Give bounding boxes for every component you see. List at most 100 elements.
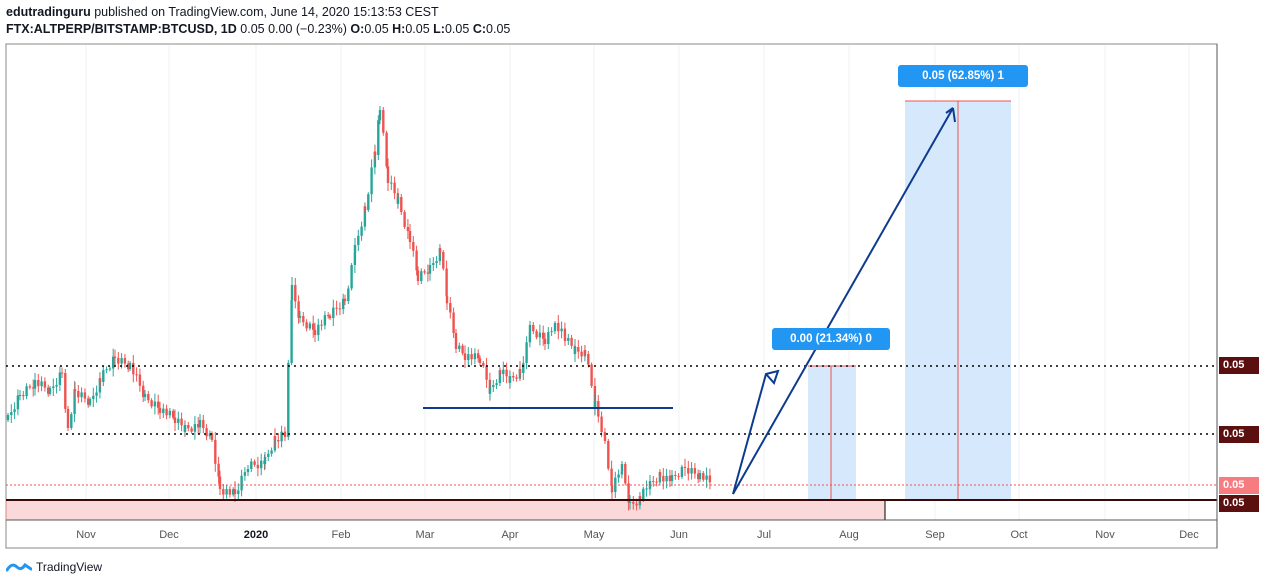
brand-name[interactable]: TradingView	[36, 560, 103, 574]
candle-body	[73, 389, 77, 391]
candle-body	[396, 197, 400, 204]
candle-body	[435, 261, 438, 264]
candle-body	[680, 466, 684, 477]
candle-body	[620, 464, 624, 472]
symbol-name[interactable]: FTX:ALTPERP/BITSTAMP:BTCUSD, 1D	[6, 22, 237, 36]
candle-body	[225, 489, 228, 495]
candle-body	[515, 377, 518, 379]
candle-body	[298, 316, 302, 318]
candle-body	[16, 395, 20, 410]
month-label: Aug	[839, 529, 859, 541]
candle-body	[423, 271, 426, 273]
candle-body	[518, 369, 522, 373]
candle-body	[624, 464, 627, 484]
candle-body	[668, 475, 672, 482]
candle-body	[543, 338, 547, 344]
low-label: L:	[433, 22, 445, 36]
candle-body	[698, 473, 702, 480]
candle-body	[406, 227, 410, 231]
candle-body	[532, 325, 535, 332]
short-position-label[interactable]: 0.00 (21.34%) 0	[772, 328, 890, 350]
candle-body	[522, 363, 525, 373]
candle-body	[553, 323, 557, 331]
candle-body	[587, 354, 590, 365]
candle-body	[610, 485, 614, 492]
candle-body	[415, 250, 418, 271]
candle-body	[492, 385, 495, 387]
candle-body	[193, 424, 197, 432]
candle-body	[577, 347, 580, 352]
candle-body	[120, 358, 123, 364]
publisher-name[interactable]: edutradinguru	[6, 5, 91, 19]
candle-body	[505, 369, 508, 377]
candle-body	[702, 473, 705, 480]
candle-body	[25, 386, 28, 397]
candlestick-series	[6, 106, 712, 511]
published-text: published on TradingView.com, June 14, 2…	[94, 5, 439, 19]
candle-body	[463, 353, 467, 360]
candle-body	[495, 383, 498, 386]
candle-body	[610, 468, 613, 486]
candle-body	[573, 347, 577, 354]
candle-body	[253, 461, 256, 465]
candle-body	[190, 428, 193, 432]
candle-body	[603, 436, 607, 441]
candle-body	[92, 395, 95, 399]
candle-body	[222, 489, 225, 495]
candle-body	[512, 376, 515, 378]
long-position-label[interactable]: 0.05 (62.85%) 1	[898, 65, 1028, 87]
candle-body	[32, 387, 35, 389]
candle-body	[323, 315, 327, 326]
candle-body	[312, 323, 315, 330]
short-arrow[interactable]	[732, 369, 780, 495]
candle-body	[108, 368, 112, 370]
candle-body	[142, 385, 145, 398]
month-label: 2020	[243, 529, 269, 541]
candle-body	[112, 356, 115, 369]
candle-body	[567, 337, 570, 341]
publish-info: edutradinguru published on TradingView.c…	[6, 5, 439, 19]
candle-body	[135, 374, 138, 376]
candle-body	[367, 194, 370, 210]
candle-body	[217, 463, 220, 477]
candle-body	[240, 475, 243, 491]
candle-body	[33, 380, 37, 389]
candle-body	[55, 385, 58, 387]
month-label: Dec	[1179, 529, 1199, 541]
candle-body	[80, 392, 83, 398]
price-tag-last: 0.05	[1219, 477, 1259, 494]
candle-body	[43, 381, 47, 388]
candle-body	[83, 392, 87, 399]
highlight-zone	[5, 499, 886, 521]
candle-body	[88, 399, 92, 405]
candle-body	[617, 474, 620, 478]
candle-body	[432, 263, 435, 265]
candle-body	[454, 333, 458, 349]
candle-body	[302, 316, 305, 323]
grid-lines	[85, 45, 1190, 520]
candle-body	[538, 332, 542, 338]
candle-body	[208, 433, 212, 437]
candle-body	[638, 496, 642, 500]
candle-body	[593, 401, 597, 408]
candle-body	[147, 394, 150, 401]
candle-body	[658, 472, 662, 476]
short-position-zone[interactable]	[808, 366, 856, 500]
candle-body	[157, 401, 160, 408]
tradingview-logo-icon	[6, 562, 32, 572]
candle-body	[482, 363, 485, 366]
candle-body	[64, 373, 67, 409]
candle-body	[287, 363, 290, 437]
candle-body	[22, 395, 25, 397]
candle-body	[168, 410, 172, 416]
quote-line: 0.05 0.00 (−0.23%)	[240, 22, 347, 36]
candle-body	[498, 370, 502, 374]
candle-body	[313, 329, 317, 335]
candle-body	[40, 381, 43, 387]
candle-body	[48, 388, 52, 394]
candle-body	[438, 248, 442, 252]
low-value: 0.05	[444, 22, 470, 36]
candle-body	[198, 420, 202, 428]
candle-body	[263, 457, 267, 465]
